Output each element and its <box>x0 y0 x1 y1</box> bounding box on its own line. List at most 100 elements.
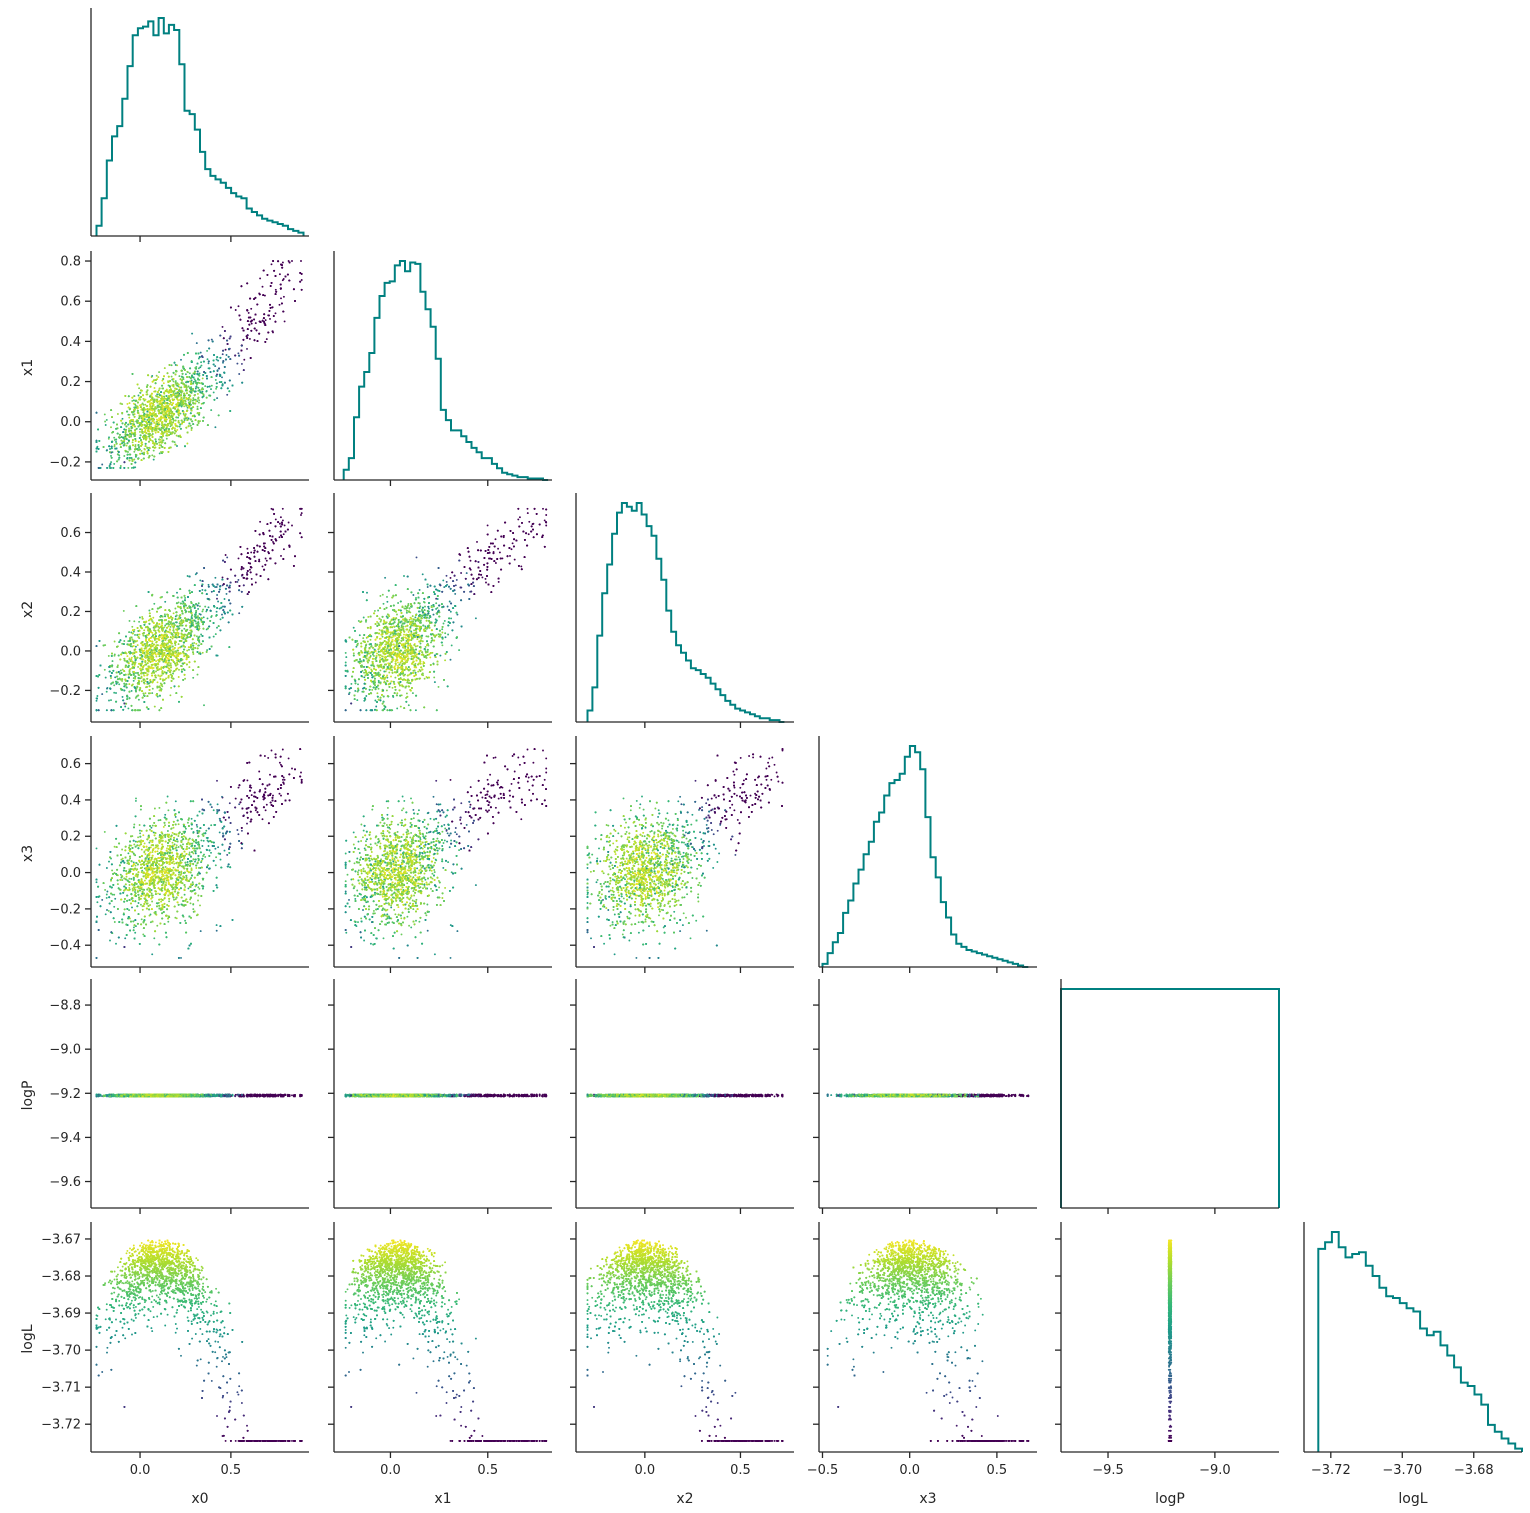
scatter-point <box>226 394 228 396</box>
scatter-point <box>120 440 122 442</box>
scatter-point <box>141 450 143 452</box>
scatter-point <box>162 439 164 441</box>
scatter-point <box>152 433 154 435</box>
scatter-point <box>255 322 257 324</box>
scatter-point <box>129 445 131 447</box>
scatter-point <box>138 446 140 448</box>
scatter-point <box>175 364 177 366</box>
scatter-point <box>151 375 153 377</box>
scatter-point <box>178 375 180 377</box>
scatter-point <box>200 352 202 354</box>
scatter-point <box>249 338 251 340</box>
scatter-point <box>283 296 285 298</box>
scatter-point <box>144 404 146 406</box>
scatter-point <box>266 338 268 340</box>
scatter-point <box>131 467 133 469</box>
scatter-point <box>250 308 252 310</box>
scatter-point <box>133 403 135 405</box>
scatter-point <box>198 389 200 391</box>
scatter-point <box>191 333 193 335</box>
scatter-point <box>200 361 202 363</box>
scatter-point <box>206 390 208 392</box>
scatter-point <box>202 377 204 379</box>
scatter-point <box>211 339 213 341</box>
scatter-point <box>138 395 140 397</box>
scatter-point <box>243 359 245 361</box>
scatter-point <box>155 432 157 434</box>
scatter-point <box>197 393 199 395</box>
scatter-point <box>123 455 125 457</box>
scatter-point <box>265 319 267 321</box>
scatter-point <box>193 381 195 383</box>
scatter-point <box>279 304 281 306</box>
scatter-point <box>282 262 284 264</box>
scatter-point <box>186 443 188 445</box>
scatter-point <box>236 363 238 365</box>
scatter-point <box>138 387 140 389</box>
scatter-point <box>126 403 128 405</box>
scatter-point <box>138 449 140 451</box>
scatter-point <box>207 358 209 360</box>
scatter-point <box>158 389 160 391</box>
scatter-point <box>151 454 153 456</box>
scatter-point <box>108 438 110 440</box>
scatter-point <box>179 413 181 415</box>
scatter-point <box>206 350 208 352</box>
scatter-point <box>238 373 240 375</box>
scatter-point <box>259 277 261 279</box>
scatter-point <box>139 431 141 433</box>
scatter-point <box>197 406 199 408</box>
scatter-point <box>198 382 200 384</box>
scatter-point <box>180 359 182 361</box>
scatter-point <box>275 289 277 291</box>
scatter-point <box>164 367 166 369</box>
scatter-point <box>217 360 219 362</box>
scatter-point <box>215 379 217 381</box>
scatter-point <box>106 419 108 421</box>
scatter-point <box>279 273 281 275</box>
scatter-point <box>204 385 206 387</box>
scatter-point <box>238 305 240 307</box>
scatter-point <box>216 382 218 384</box>
scatter-point <box>113 463 115 465</box>
scatter-point <box>178 420 180 422</box>
scatter-point <box>198 399 200 401</box>
scatter-point <box>173 380 175 382</box>
scatter-point <box>104 413 106 415</box>
scatter-point <box>153 450 155 452</box>
scatter-point <box>178 415 180 417</box>
scatter-point <box>174 441 176 443</box>
scatter-point <box>131 400 133 402</box>
scatter-point <box>166 433 168 435</box>
scatter-point <box>129 414 131 416</box>
scatter-point <box>248 312 250 314</box>
scatter-point <box>153 459 155 461</box>
scatter-point <box>213 391 215 393</box>
scatter-point <box>110 426 112 428</box>
scatter-point <box>179 426 181 428</box>
scatter-point <box>152 440 154 442</box>
scatter-point <box>104 421 106 423</box>
scatter-point <box>143 400 145 402</box>
scatter-point <box>225 349 227 351</box>
scatter-point <box>211 385 213 387</box>
scatter-point <box>127 451 129 453</box>
scatter-point <box>241 363 243 365</box>
scatter-point <box>210 388 212 390</box>
scatter-point <box>144 449 146 451</box>
scatter-point <box>280 297 282 299</box>
scatter-point <box>131 457 133 459</box>
scatter-point <box>106 449 108 451</box>
scatter-point <box>282 279 284 281</box>
scatter-point <box>222 326 224 328</box>
scatter-point <box>133 421 135 423</box>
scatter-point <box>175 420 177 422</box>
scatter-point <box>115 441 117 443</box>
scatter-point <box>159 452 161 454</box>
plot-marks <box>96 18 1522 1452</box>
scatter-point <box>113 437 115 439</box>
scatter-point <box>133 451 135 453</box>
scatter-point <box>105 424 107 426</box>
scatter-point <box>156 393 158 395</box>
scatter-point <box>157 425 159 427</box>
